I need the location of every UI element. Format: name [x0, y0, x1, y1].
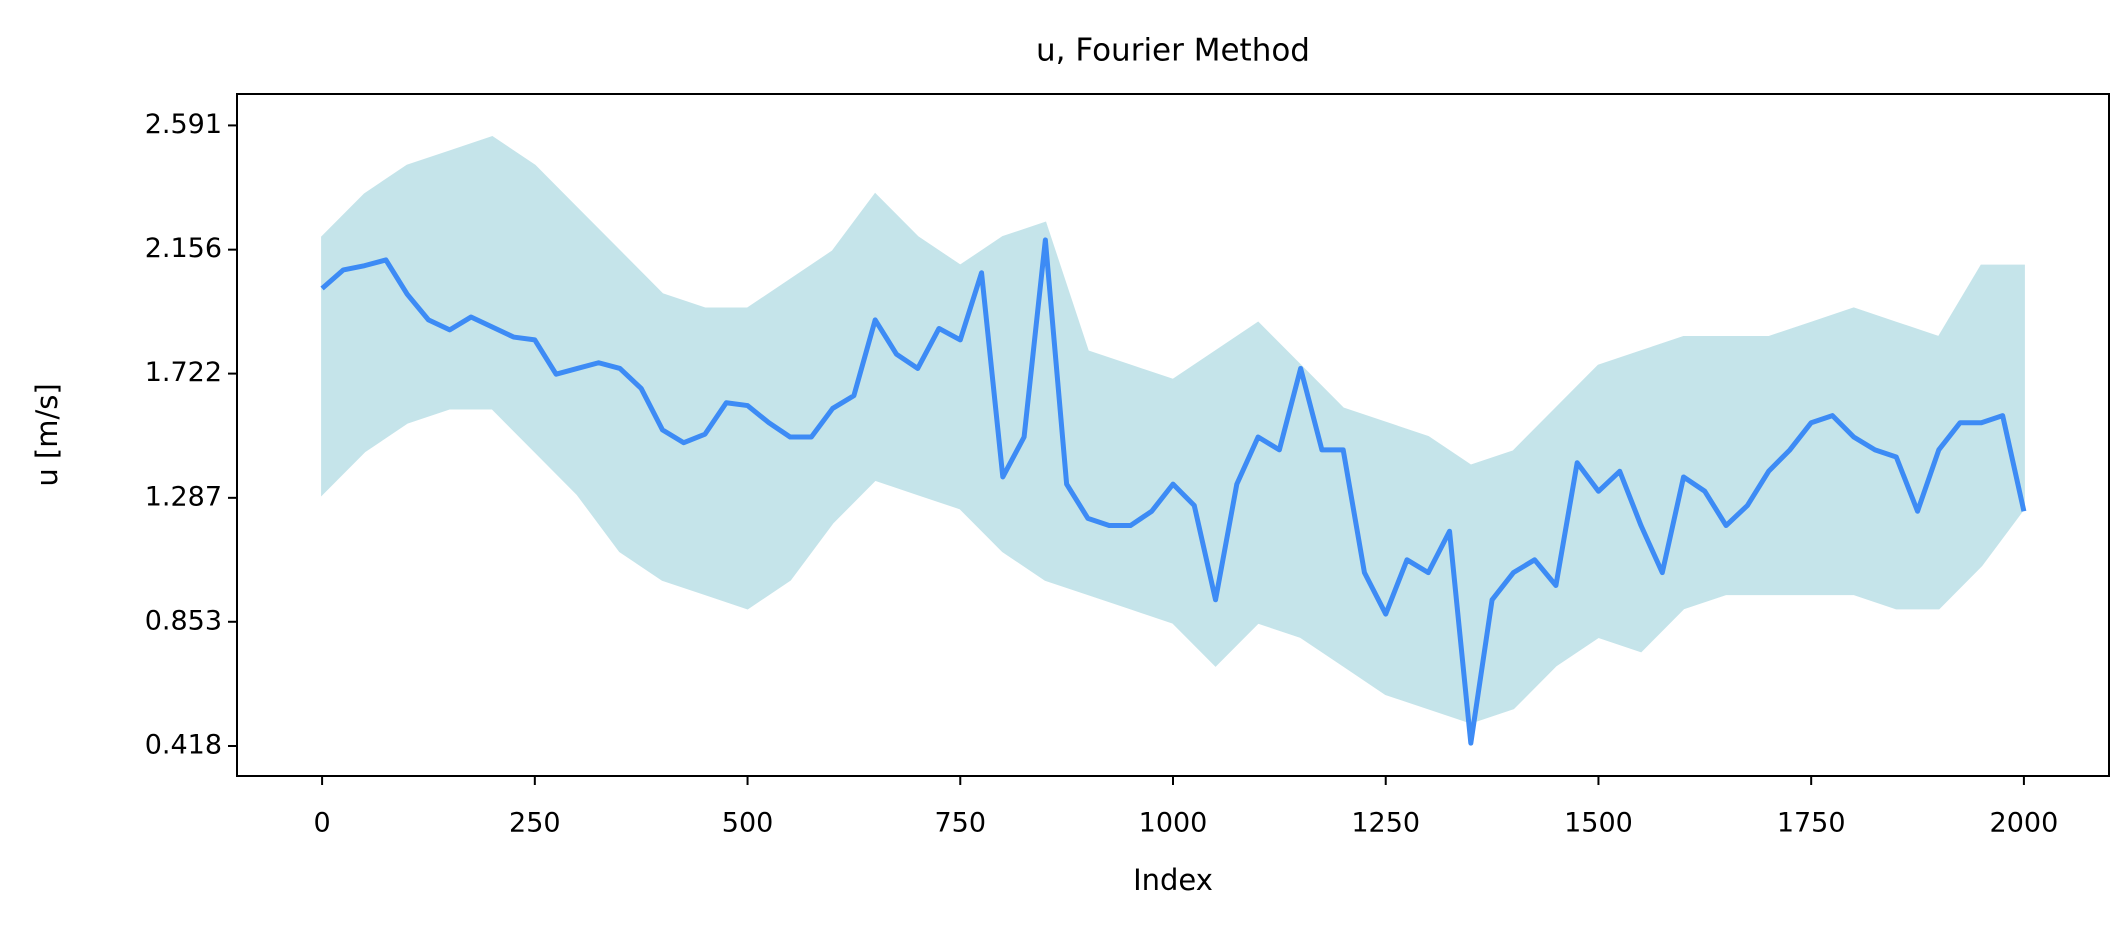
y-tick-label: 1.722: [145, 357, 222, 388]
y-tick-label: 1.287: [145, 481, 222, 512]
series-line: [320, 237, 2027, 746]
x-tick-label: 1500: [1564, 808, 1633, 839]
chart-title: u, Fourier Method: [1036, 33, 1310, 69]
y-tick-label: 0.418: [145, 730, 222, 761]
x-tick-label: 250: [509, 808, 561, 839]
x-axis-label: Index: [1133, 863, 1213, 897]
y-tick-label: 0.853: [145, 605, 222, 636]
y-axis-label: u [m/s]: [30, 383, 64, 486]
y-tick-label: 2.591: [145, 109, 222, 140]
x-tick-label: 0: [313, 808, 330, 839]
x-tick-label: 1750: [1777, 808, 1846, 839]
x-tick-label: 1250: [1351, 808, 1420, 839]
x-tick-label: 500: [722, 808, 774, 839]
x-tick-label: 1000: [1139, 808, 1208, 839]
band-area: [321, 136, 2025, 724]
y-tick-label: 2.156: [145, 233, 222, 264]
x-tick-label: 2000: [1990, 808, 2059, 839]
x-tick-label: 750: [934, 808, 986, 839]
